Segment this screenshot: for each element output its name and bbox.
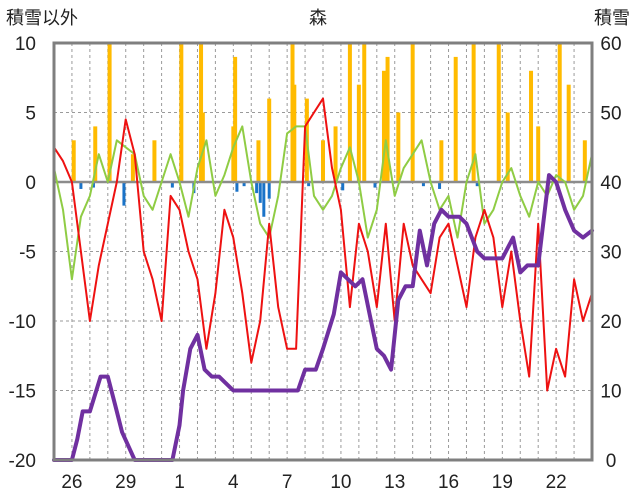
- precip-bar: [536, 126, 541, 182]
- precip-bar: [233, 56, 238, 182]
- snowfall-bar: [475, 182, 479, 187]
- precip-bar: [505, 112, 510, 182]
- precip-bar: [179, 43, 184, 182]
- left-tick-label: -10: [9, 312, 36, 333]
- x-tick-label: 4: [228, 472, 239, 493]
- snowfall-bar: [438, 182, 442, 189]
- snowfall-bar: [235, 182, 239, 192]
- x-tick-label: 22: [546, 472, 567, 493]
- snowfall-bar: [91, 182, 95, 188]
- snowfall-bar: [170, 182, 174, 188]
- precip-bar: [566, 84, 571, 182]
- snowfall-bar: [258, 182, 262, 203]
- x-tick-label: 1: [174, 472, 185, 493]
- snowfall-bar: [421, 182, 425, 187]
- x-tick-label: 19: [492, 472, 513, 493]
- temperature-line: [53, 97, 593, 392]
- bar-layer: [71, 43, 587, 217]
- left-tick-label: 10: [15, 34, 36, 55]
- precip-bar: [471, 43, 476, 182]
- snowfall-bar: [122, 182, 126, 206]
- left-tick-label: -20: [9, 451, 36, 472]
- precip-bar: [362, 43, 367, 182]
- snowfall-bar: [255, 182, 259, 194]
- snowfall-bar: [79, 182, 83, 189]
- left-tick-label: 5: [25, 104, 36, 125]
- precip-bar: [267, 98, 272, 182]
- precip-bar: [71, 140, 76, 182]
- right-tick-label: 0: [606, 451, 617, 472]
- snowfall-bar: [267, 182, 271, 199]
- right-tick-label: 60: [600, 34, 621, 55]
- left-tick-label: 0: [25, 173, 36, 194]
- snowfall-bar: [242, 182, 246, 187]
- left-axis-label: 積雪以外: [6, 8, 78, 28]
- precip-bar: [356, 84, 361, 182]
- precip-bar: [496, 43, 501, 182]
- left-tick-label: -15: [9, 382, 36, 403]
- precip-bar: [410, 43, 415, 182]
- precip-bar: [557, 43, 562, 182]
- precip-bar: [130, 154, 135, 182]
- frame-layer: [52, 41, 594, 462]
- precip-bar: [93, 126, 98, 182]
- right-axis-label: 積雪: [594, 8, 630, 28]
- right-tick-label: 20: [600, 312, 621, 333]
- snowfall-bar: [341, 182, 345, 191]
- snowfall-bar: [262, 182, 266, 217]
- chart-title: 森: [309, 8, 327, 28]
- precip-bar: [107, 43, 112, 182]
- precip-bar: [385, 56, 390, 182]
- precip-bar: [439, 140, 444, 182]
- right-tick-label: 30: [600, 243, 621, 264]
- x-tick-label: 7: [282, 472, 293, 493]
- precip-bar: [347, 43, 352, 182]
- x-tick-label: 10: [330, 472, 351, 493]
- precip-bar: [256, 140, 261, 182]
- precip-bar: [529, 70, 534, 182]
- precip-bar: [453, 56, 458, 182]
- precip-bar: [582, 140, 587, 182]
- right-tick-label: 10: [600, 382, 621, 403]
- precip-bar: [152, 140, 157, 182]
- x-tick-label: 29: [115, 472, 136, 493]
- x-tick-label: 26: [61, 472, 82, 493]
- snowfall-bar: [307, 182, 311, 187]
- precip-bar: [396, 112, 401, 182]
- precip-bar: [321, 140, 325, 182]
- snowfall-bar: [373, 182, 377, 188]
- right-tick-label: 50: [600, 104, 621, 125]
- x-tick-label: 13: [384, 472, 405, 493]
- plot-frame: [52, 41, 594, 462]
- precip-bar: [333, 126, 338, 182]
- right-tick-label: 40: [600, 173, 621, 194]
- precip-bar: [292, 84, 297, 182]
- precip-bar: [381, 70, 386, 182]
- x-tick-label: 16: [438, 472, 459, 493]
- left-tick-label: -5: [19, 243, 36, 264]
- humidity-line: [53, 125, 593, 281]
- precip-bar: [200, 112, 205, 182]
